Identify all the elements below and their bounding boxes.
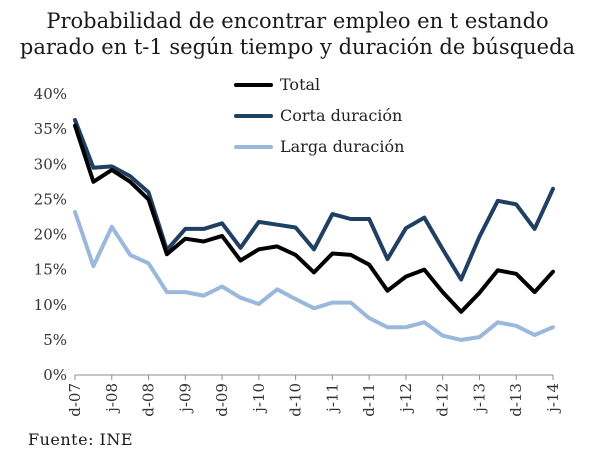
x-tick-label: j-13: [470, 383, 488, 414]
y-tick-label: 10%: [34, 296, 67, 314]
x-tick-label: d-11: [360, 383, 378, 417]
y-tick-label: 30%: [34, 155, 67, 173]
x-tick-label: d-12: [434, 383, 452, 417]
chart-title-line-2: parado en t-1 según tiempo y duración de…: [19, 35, 576, 59]
x-tick-label: j-12: [397, 383, 415, 414]
y-tick-label: 25%: [34, 190, 67, 208]
chart-title: Probabilidad de encontrar empleo en t es…: [0, 8, 595, 60]
legend-label: Corta duración: [280, 106, 402, 125]
legend-label: Total: [280, 75, 320, 94]
x-tick-label: j-11: [323, 383, 341, 414]
chart-title-line-1: Probabilidad de encontrar empleo en t es…: [46, 9, 549, 33]
legend-label: Larga duración: [280, 137, 404, 156]
x-tick-label: d-08: [140, 383, 158, 417]
x-tick-label: d-10: [287, 383, 305, 417]
y-tick-label: 40%: [34, 85, 67, 103]
chart-legend: Total Corta duración Larga duración: [234, 75, 404, 156]
x-tick-label: j-14: [544, 383, 562, 414]
y-tick-label: 35%: [34, 120, 67, 138]
y-tick-label: 0%: [43, 366, 67, 384]
chart-series-lines: [73, 118, 555, 342]
x-tick-label: d-09: [213, 383, 231, 417]
x-tick-label: j-08: [103, 383, 121, 414]
source-note: Fuente: INE: [28, 430, 134, 449]
series-line-total: [73, 123, 555, 314]
chart-axes: 0% 5% 10% 15% 20% 25% 30% 35% 40% d-07 j-08 d-08 j-0…: [34, 85, 562, 417]
series-line-larga-duracion: [73, 210, 555, 342]
x-tick-label: j-10: [250, 383, 268, 414]
y-tick-label: 20%: [34, 226, 67, 244]
y-tick-label: 5%: [43, 331, 67, 349]
x-tick-label: d-07: [66, 383, 84, 417]
x-tick-label: j-09: [176, 383, 194, 414]
y-tick-label: 15%: [34, 261, 67, 279]
x-tick-label: d-13: [507, 383, 525, 417]
